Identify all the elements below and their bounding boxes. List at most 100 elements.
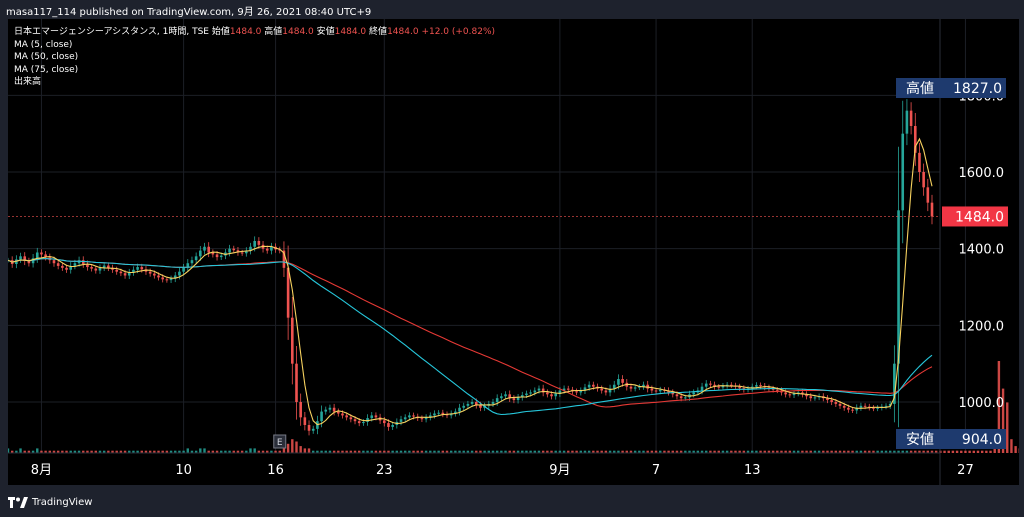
candle-body [922, 172, 925, 188]
candle-body [265, 248, 269, 251]
volume-bar [31, 450, 35, 453]
low-label-name: 安値 [906, 432, 934, 448]
candle-body [382, 420, 386, 424]
candle-body [525, 393, 528, 396]
candle-body [127, 272, 131, 276]
candle-body [654, 390, 658, 392]
indicator-volume[interactable]: 出来高 [14, 77, 42, 87]
candle-body [232, 248, 236, 251]
volume-bar [115, 450, 118, 453]
volume-bar [98, 450, 102, 453]
volume-bar [316, 450, 319, 453]
volume-bar [679, 450, 683, 453]
volume-bar [102, 450, 106, 453]
candle-body [784, 392, 787, 395]
candle-body [299, 402, 302, 418]
volume-bar [362, 450, 365, 453]
volume-bar [859, 450, 863, 453]
indicator-ma75[interactable]: MA (75, close) [14, 64, 79, 75]
volume-bar [203, 448, 206, 453]
candle-body [240, 252, 244, 254]
volume-bar [299, 446, 302, 453]
volume-bar [976, 450, 980, 453]
volume-bar [144, 450, 148, 453]
volume-bar [27, 450, 31, 453]
volume-bar [349, 450, 353, 453]
candle-body [838, 403, 842, 406]
candle-body [81, 260, 85, 264]
volume-bar [470, 450, 474, 453]
candle-body [320, 411, 323, 422]
earnings-marker-box [273, 434, 287, 449]
volume-bar [692, 450, 695, 453]
volume-bar [863, 450, 867, 453]
volume-bar [738, 450, 741, 453]
candle-body [520, 395, 524, 398]
volume-bar [378, 450, 382, 453]
candle-body [178, 271, 181, 276]
volume-bar [161, 450, 164, 453]
volume-bar [358, 450, 361, 453]
volume-bar [684, 450, 687, 453]
volume-bar [989, 450, 992, 453]
candle-body [35, 252, 39, 259]
candle-body [40, 252, 43, 255]
candle-body [366, 418, 369, 422]
header-bar: masa117_114 published on TradingView.com… [0, 0, 1024, 18]
open-value: 1484.0 [229, 27, 262, 37]
volume-bar [132, 450, 135, 453]
price-chart[interactable]: 1000.01200.01400.01600.01800.08月1016239月… [8, 19, 1019, 485]
candle-body [500, 396, 503, 399]
volume-bar [178, 450, 181, 453]
volume-bar [709, 450, 712, 453]
candle-body [700, 386, 704, 391]
candle-body [211, 252, 215, 255]
tradingview-brand[interactable]: TradingView [8, 497, 92, 508]
candle-body [608, 388, 612, 393]
volume-bar [759, 450, 762, 453]
volume-bar [1006, 402, 1009, 453]
candle-body [629, 386, 633, 389]
candle-body [23, 256, 27, 261]
volume-bar [52, 450, 56, 453]
candle-body [148, 271, 152, 274]
volume-bar [646, 450, 649, 453]
volume-bar [186, 448, 189, 453]
volume-bar [399, 450, 403, 453]
volume-bar [604, 450, 608, 453]
chart-area[interactable]: 1000.01200.01400.01600.01800.08月1016239月… [8, 19, 1019, 485]
candle-body [876, 407, 879, 409]
candle-body [713, 384, 716, 387]
candle-body [349, 417, 353, 420]
indicator-ma50[interactable]: MA (50, close) [14, 52, 79, 62]
candle-body [788, 394, 792, 396]
candle-body [253, 241, 256, 247]
volume-bar [855, 450, 858, 453]
candle-body [311, 428, 315, 431]
volume-bar [541, 450, 545, 453]
candle-body [228, 248, 231, 253]
volume-bar [746, 450, 750, 453]
candle-body [391, 425, 394, 427]
candle-body [491, 402, 495, 404]
volume-bar [366, 450, 369, 453]
candle-body [792, 393, 796, 396]
candle-body [332, 407, 336, 412]
low-label-box [896, 429, 1006, 449]
candle-body [69, 265, 73, 270]
volume-bar [207, 450, 210, 453]
volume-bar [383, 450, 386, 453]
volume-bar [797, 450, 800, 453]
volume-bar [220, 450, 223, 453]
volume-bar [688, 450, 691, 453]
indicator-ma5[interactable]: MA (5, close) [14, 39, 73, 50]
volume-bar [215, 450, 219, 453]
volume-bar [437, 450, 440, 453]
volume-bar [370, 450, 373, 453]
volume-bar [633, 450, 637, 453]
volume-bar [337, 450, 340, 453]
volume-bar [487, 450, 491, 453]
candle-body [909, 110, 913, 126]
candle-body [558, 390, 562, 394]
candle-body [930, 202, 934, 217]
